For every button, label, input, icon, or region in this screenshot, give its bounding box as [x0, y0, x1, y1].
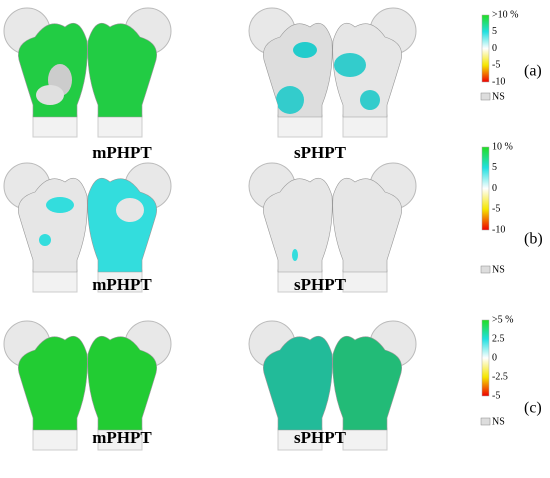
femur: [248, 162, 333, 293]
shaft-end: [342, 427, 388, 451]
scale-label: 0: [492, 352, 497, 363]
femur: [87, 162, 172, 293]
scale-label: 5: [492, 162, 497, 173]
shaft-end: [32, 427, 78, 451]
ns-swatch: [480, 92, 491, 101]
femur-body: [263, 336, 333, 431]
femur: [248, 7, 333, 138]
femur: [248, 320, 333, 451]
shaft-end: [342, 114, 388, 138]
scale-label: >5 %: [492, 314, 513, 325]
scale-label: -5: [492, 204, 500, 215]
patches: [334, 53, 380, 110]
patch: [360, 90, 380, 110]
shaft-end: [342, 269, 388, 293]
ns-label: NS: [492, 416, 505, 427]
group-label: mPHPT: [92, 143, 152, 162]
scale-label: 0: [492, 183, 497, 194]
femur-body: [332, 336, 402, 431]
femur: [332, 162, 417, 293]
ns-swatch: [480, 265, 491, 274]
colorbar: [481, 14, 490, 83]
shaft-end: [97, 114, 143, 138]
scale-label: -10: [492, 76, 505, 87]
femur: [3, 7, 88, 138]
ns-swatch: [480, 417, 491, 426]
ns-label: NS: [492, 264, 505, 275]
femur: [332, 320, 417, 451]
femur-body: [332, 23, 402, 118]
shaft-end: [277, 114, 323, 138]
panel-label: (c): [524, 400, 542, 417]
femur-body: [18, 336, 88, 431]
femur: [332, 7, 417, 138]
patches: [36, 64, 72, 105]
shaft-end: [32, 114, 78, 138]
ns-label: NS: [492, 91, 505, 102]
patches: [116, 198, 144, 222]
group-label: mPHPT: [92, 275, 152, 294]
femur: [87, 7, 172, 138]
patch: [293, 42, 317, 58]
femur: [3, 320, 88, 451]
patch: [36, 85, 64, 105]
scale-label: >10 %: [492, 9, 518, 20]
scale-label: 0: [492, 43, 497, 54]
group-label: sPHPT: [294, 143, 347, 162]
patch: [116, 198, 144, 222]
group-label: sPHPT: [294, 275, 347, 294]
patch: [334, 53, 366, 77]
group-label: sPHPT: [294, 428, 347, 447]
femur-body: [87, 23, 157, 118]
patch: [292, 249, 298, 261]
group-label: mPHPT: [92, 428, 152, 447]
scale-label: -5: [492, 390, 500, 401]
scale-label: 10 %: [492, 141, 513, 152]
patches: [39, 197, 74, 246]
femur-body: [263, 178, 333, 273]
femur: [87, 320, 172, 451]
patch: [39, 234, 51, 246]
patch: [276, 86, 304, 114]
femur-body: [87, 336, 157, 431]
scale-label: -5: [492, 60, 500, 71]
scale-label: 5: [492, 26, 497, 37]
scale-label: -2.5: [492, 371, 508, 382]
femur-body: [332, 178, 402, 273]
scale-label: 2.5: [492, 333, 505, 344]
panel-label: (b): [524, 231, 543, 248]
femur: [3, 162, 88, 293]
panel-label: (a): [524, 63, 542, 80]
patches: [276, 42, 317, 114]
shaft-end: [32, 269, 78, 293]
patch: [46, 197, 74, 213]
colorbar: [481, 319, 490, 397]
patches: [292, 249, 298, 261]
colorbar: [481, 146, 490, 231]
scale-label: -10: [492, 224, 505, 235]
